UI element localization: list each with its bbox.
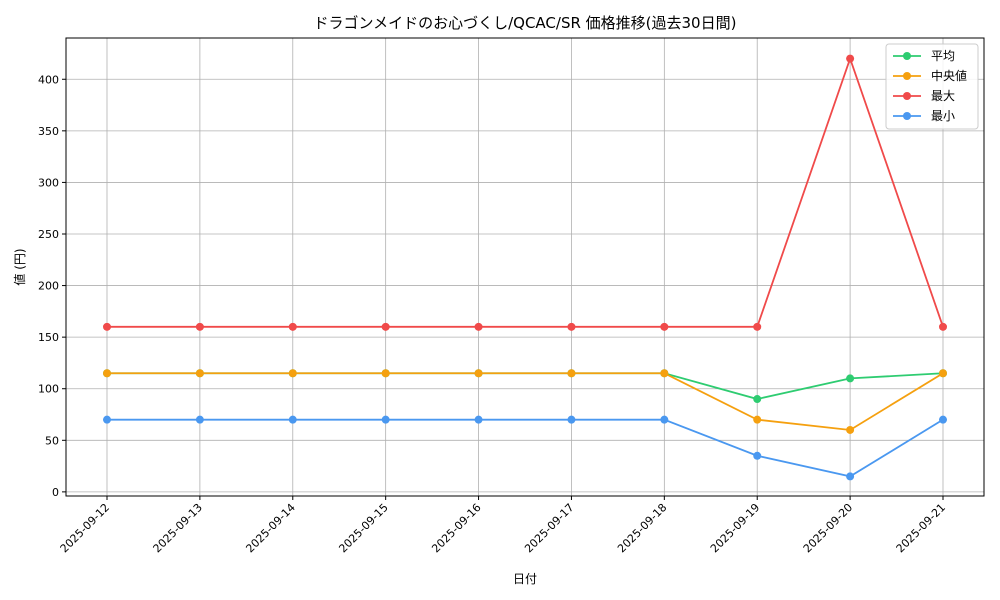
data-point [660,415,669,424]
series-line [107,55,944,328]
series-line [107,372,944,431]
data-point [567,415,576,424]
y-tick-label: 0 [52,486,59,499]
data-point [288,369,297,378]
data-point [846,54,855,63]
series-layer [103,54,947,481]
data-point [660,369,669,378]
grid [66,38,984,496]
data-point [474,369,483,378]
data-point [753,322,762,331]
legend-entry: 平均 [931,49,955,63]
x-tick-label: 2025-09-12 [58,501,112,555]
data-point [660,322,669,331]
legend-marker [903,92,911,100]
x-tick-label: 2025-09-19 [708,501,762,555]
x-tick-label: 2025-09-17 [522,501,576,555]
data-point [381,415,390,424]
legend-frame [885,43,979,130]
legend-entry: 中央値 [931,68,967,83]
y-tick-label: 50 [45,434,59,447]
data-point [474,322,483,331]
data-point [567,322,576,331]
data-point [288,322,297,331]
x-tick-label: 2025-09-21 [894,501,948,555]
x-tick-label: 2025-09-18 [615,501,669,555]
y-tick-label: 100 [38,383,59,396]
x-tick-label: 2025-09-15 [336,501,390,555]
y-tick-label: 200 [38,280,59,293]
data-point [753,415,762,424]
chart-title: ドラゴンメイドのお心づくし/QCAC/SR 価格推移(過去30日間) [314,14,737,32]
series-2 [103,369,947,434]
y-tick-label: 400 [38,73,59,86]
data-point [846,425,855,434]
series-3 [103,54,947,331]
data-point [939,322,947,331]
y-tick-label: 350 [38,125,59,138]
data-point [103,415,111,424]
y-tick-label: 150 [38,331,59,344]
legend-marker [903,112,911,120]
data-point [195,322,204,331]
data-point [753,395,762,404]
series-1 [103,369,947,404]
data-point [753,451,762,460]
data-point [195,415,204,424]
series-line [107,418,944,478]
data-point [288,415,297,424]
data-point [567,369,576,378]
x-axis: 2025-09-12 2025-09-13 2025-09-14 2025-09-15… [58,496,948,555]
data-point [195,369,204,378]
y-tick-label: 250 [38,228,59,241]
x-tick-label: 2025-09-13 [151,501,205,555]
data-point [939,415,947,424]
y-axis-label: 値 (円) [12,248,27,285]
plot-frame [65,37,985,497]
series-line [107,372,944,400]
series-4 [103,415,947,481]
x-axis-label: 日付 [513,572,537,586]
x-tick-label: 2025-09-20 [801,501,855,555]
data-point [103,322,111,331]
legend-entry: 最大 [931,89,955,103]
data-point [939,369,947,378]
legend-marker [903,72,911,80]
legend-marker [903,52,911,60]
data-point [381,369,390,378]
x-tick-label: 2025-09-14 [243,501,297,555]
data-point [846,472,855,481]
x-tick-label: 2025-09-16 [429,501,483,555]
data-point [103,369,111,378]
legend-entry: 最小 [931,109,955,123]
data-point [474,415,483,424]
data-point [381,322,390,331]
y-axis: 0 50 100 150 200 250 300 350 400 [38,73,66,499]
data-point [846,374,855,383]
y-tick-label: 300 [38,176,59,189]
